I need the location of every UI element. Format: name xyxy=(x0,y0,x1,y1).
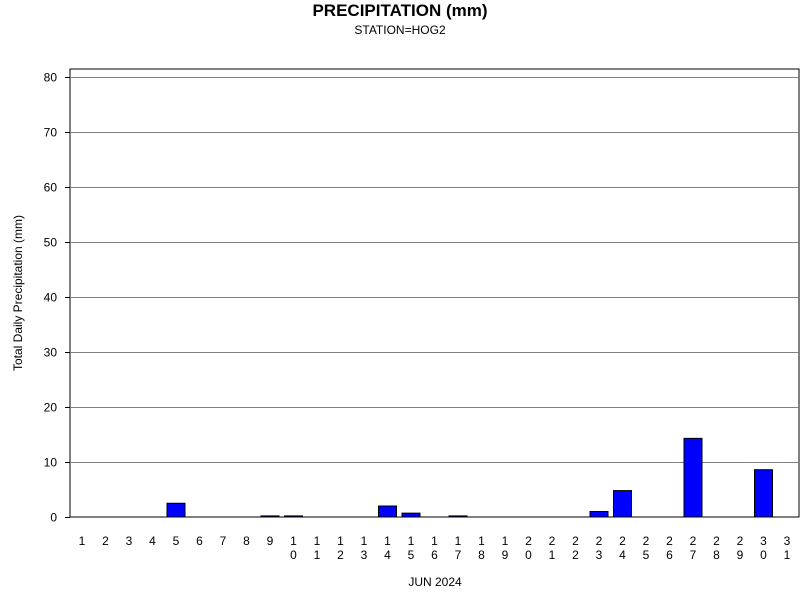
x-tick-label: 8 xyxy=(478,548,485,562)
bar xyxy=(754,469,773,518)
x-tick-label: 2 xyxy=(572,534,579,548)
x-tick-label: 3 xyxy=(126,534,133,548)
chart-title: PRECIPITATION (mm) xyxy=(312,1,488,20)
x-tick-label: 1 xyxy=(290,534,297,548)
x-tick-label: 2 xyxy=(596,534,603,548)
plot-frame xyxy=(69,68,800,518)
x-tick-label: 3 xyxy=(760,534,767,548)
x-tick-label: 2 xyxy=(525,534,532,548)
x-tick-label: 1 xyxy=(314,534,321,548)
x-tick-label: 0 xyxy=(290,548,297,562)
x-tick-label: 6 xyxy=(196,534,203,548)
x-tick-label: 8 xyxy=(713,548,720,562)
x-tick-label: 5 xyxy=(408,548,415,562)
x-tick-label: 3 xyxy=(784,534,791,548)
x-tick-label: 1 xyxy=(408,534,415,548)
x-tick-label: 1 xyxy=(79,534,86,548)
x-tick-label: 7 xyxy=(690,548,697,562)
y-tick-label: 20 xyxy=(44,401,58,415)
y-tick-label: 10 xyxy=(44,456,58,470)
x-tick-label: 1 xyxy=(361,534,368,548)
x-tick-label: 2 xyxy=(549,534,556,548)
x-tick-label: 1 xyxy=(337,534,344,548)
x-tick-label: 2 xyxy=(666,534,673,548)
x-tick-label: 9 xyxy=(737,548,744,562)
x-tick-label: 3 xyxy=(596,548,603,562)
chart-subtitle: STATION=HOG2 xyxy=(354,23,446,37)
bar xyxy=(683,437,703,518)
x-axis-label: JUN 2024 xyxy=(408,575,462,589)
x-tick-label: 2 xyxy=(619,534,626,548)
x-tick-label: 4 xyxy=(384,548,391,562)
x-tick-label: 2 xyxy=(337,548,344,562)
x-tick-label: 4 xyxy=(619,548,626,562)
x-tick-label: 1 xyxy=(478,534,485,548)
x-tick-label: 3 xyxy=(361,548,368,562)
bar xyxy=(589,511,609,518)
bar xyxy=(401,512,421,518)
x-tick-label: 1 xyxy=(784,548,791,562)
x-tick-label: 1 xyxy=(314,548,321,562)
x-tick-label: 0 xyxy=(760,548,767,562)
y-tick-label: 0 xyxy=(50,511,57,525)
y-tick-label: 70 xyxy=(44,126,58,140)
bar xyxy=(260,515,280,518)
x-tick-label: 1 xyxy=(384,534,391,548)
x-tick-label: 4 xyxy=(149,534,156,548)
bar xyxy=(284,515,303,518)
x-tick-label: 2 xyxy=(572,548,579,562)
x-tick-label: 5 xyxy=(173,534,180,548)
y-tick-label: 30 xyxy=(44,346,58,360)
x-tick-label: 7 xyxy=(220,534,227,548)
bar xyxy=(166,502,186,518)
x-tick-label: 2 xyxy=(737,534,744,548)
x-tick-label: 2 xyxy=(102,534,109,548)
x-tick-label: 2 xyxy=(643,534,650,548)
x-tick-label: 8 xyxy=(243,534,250,548)
y-tick-label: 50 xyxy=(44,236,58,250)
x-tick-label: 2 xyxy=(690,534,697,548)
x-tick-label: 2 xyxy=(713,534,720,548)
x-tick-label: 9 xyxy=(502,548,509,562)
x-tick-label: 1 xyxy=(549,548,556,562)
x-tick-label: 9 xyxy=(267,534,274,548)
x-tick-label: 0 xyxy=(525,548,532,562)
y-tick-label: 80 xyxy=(44,71,58,85)
y-tick-label: 40 xyxy=(44,291,58,305)
x-tick-label: 7 xyxy=(455,548,462,562)
x-tick-label: 6 xyxy=(666,548,673,562)
x-tick-label: 1 xyxy=(455,534,462,548)
bar xyxy=(378,505,397,518)
x-tick-label: 1 xyxy=(431,534,438,548)
bar xyxy=(448,515,468,518)
x-tick-label: 5 xyxy=(643,548,650,562)
x-tick-label: 1 xyxy=(502,534,509,548)
y-tick-label: 60 xyxy=(44,181,58,195)
bar xyxy=(613,490,632,518)
x-tick-label: 6 xyxy=(431,548,438,562)
